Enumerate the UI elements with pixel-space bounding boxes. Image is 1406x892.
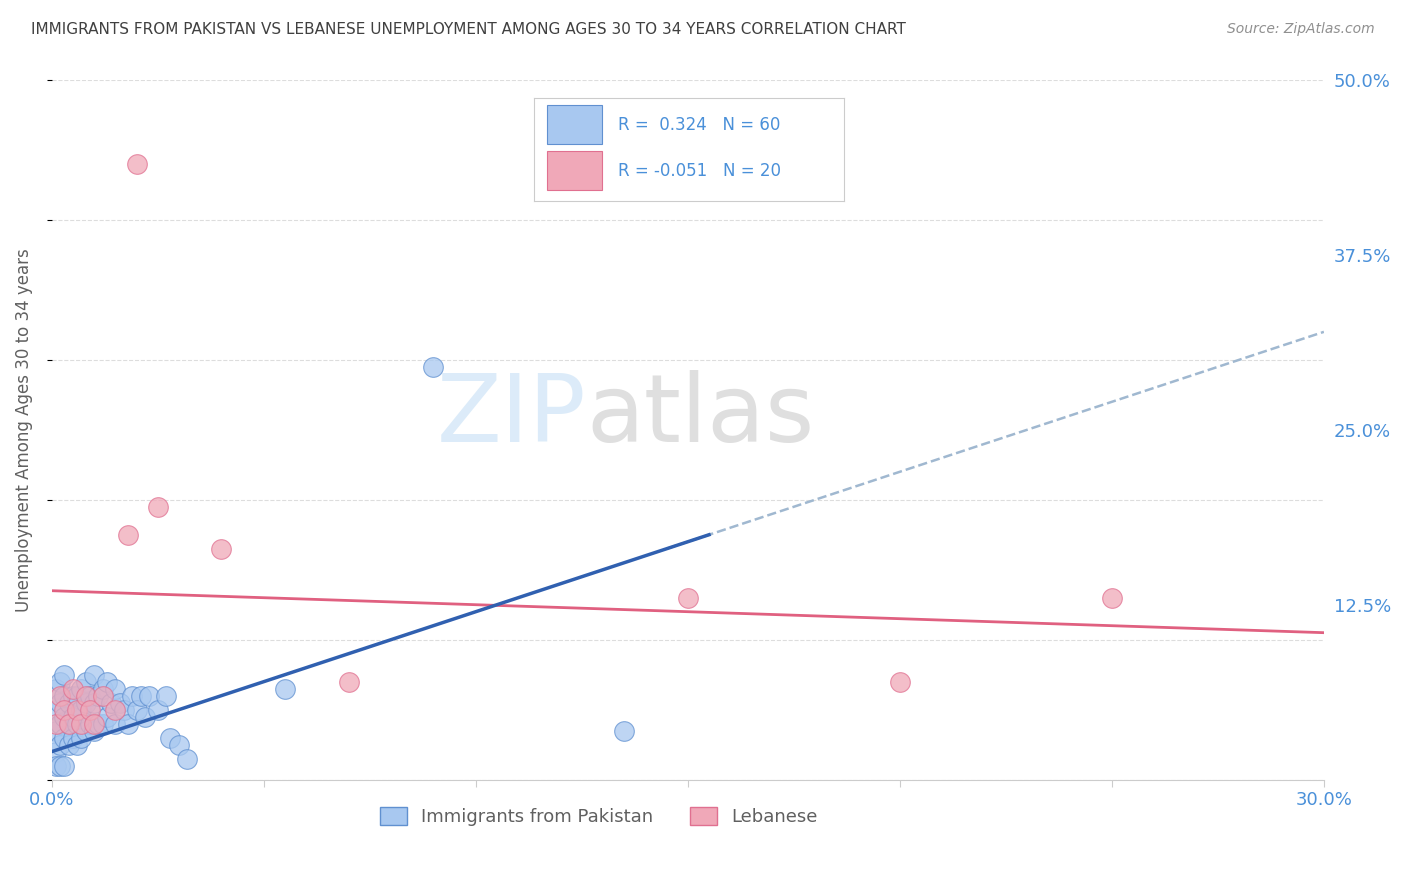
- Point: [49, 738, 72, 752]
- Point: [96, 709, 118, 723]
- Point: [337, 674, 360, 689]
- Point: [66, 703, 89, 717]
- Point: [62, 689, 84, 703]
- Point: [49, 689, 72, 703]
- Y-axis label: Unemployment Among Ages 30 to 34 years: Unemployment Among Ages 30 to 34 years: [15, 248, 32, 612]
- Point: [146, 500, 169, 514]
- Point: [83, 723, 105, 738]
- Point: [75, 696, 97, 710]
- Point: [70, 731, 93, 745]
- Point: [79, 703, 101, 717]
- Point: [613, 723, 636, 738]
- Point: [422, 359, 444, 374]
- Point: [100, 696, 122, 710]
- Point: [79, 689, 101, 703]
- Point: [70, 681, 93, 696]
- Point: [75, 723, 97, 738]
- Point: [91, 689, 114, 703]
- Point: [58, 696, 80, 710]
- Point: [155, 689, 177, 703]
- Point: [66, 689, 89, 703]
- Point: [167, 738, 190, 752]
- Point: [83, 716, 105, 731]
- Point: [53, 758, 76, 772]
- Point: [104, 716, 127, 731]
- Point: [66, 716, 89, 731]
- Point: [889, 674, 911, 689]
- Bar: [547, 152, 602, 190]
- Point: [49, 758, 72, 772]
- Point: [87, 716, 110, 731]
- Point: [121, 689, 143, 703]
- Text: atlas: atlas: [586, 370, 814, 462]
- Point: [83, 667, 105, 681]
- Point: [45, 716, 67, 731]
- Point: [129, 689, 152, 703]
- Point: [45, 681, 67, 696]
- Point: [209, 541, 232, 556]
- Point: [66, 738, 89, 752]
- Text: Source: ZipAtlas.com: Source: ZipAtlas.com: [1227, 22, 1375, 37]
- Point: [49, 696, 72, 710]
- Point: [49, 716, 72, 731]
- Point: [1101, 591, 1123, 605]
- Point: [104, 703, 127, 717]
- Point: [117, 527, 139, 541]
- Point: [53, 731, 76, 745]
- Point: [58, 716, 80, 731]
- Point: [75, 689, 97, 703]
- Point: [91, 681, 114, 696]
- Point: [62, 709, 84, 723]
- Point: [87, 689, 110, 703]
- Text: R = -0.051   N = 20: R = -0.051 N = 20: [617, 162, 780, 180]
- Point: [53, 689, 76, 703]
- Point: [176, 751, 198, 765]
- Legend: Immigrants from Pakistan, Lebanese: Immigrants from Pakistan, Lebanese: [373, 800, 825, 833]
- Point: [125, 157, 148, 171]
- Point: [104, 681, 127, 696]
- Point: [274, 681, 297, 696]
- Point: [62, 731, 84, 745]
- Point: [53, 703, 76, 717]
- Point: [45, 745, 67, 759]
- Point: [58, 738, 80, 752]
- Point: [83, 696, 105, 710]
- Point: [146, 703, 169, 717]
- Point: [45, 703, 67, 717]
- Point: [96, 674, 118, 689]
- Point: [79, 716, 101, 731]
- Point: [53, 709, 76, 723]
- Point: [91, 716, 114, 731]
- Point: [49, 674, 72, 689]
- Point: [117, 716, 139, 731]
- Point: [134, 709, 156, 723]
- Point: [138, 689, 160, 703]
- Text: R =  0.324   N = 60: R = 0.324 N = 60: [617, 116, 780, 134]
- Point: [45, 723, 67, 738]
- Text: IMMIGRANTS FROM PAKISTAN VS LEBANESE UNEMPLOYMENT AMONG AGES 30 TO 34 YEARS CORR: IMMIGRANTS FROM PAKISTAN VS LEBANESE UNE…: [31, 22, 905, 37]
- Point: [53, 667, 76, 681]
- Point: [108, 696, 131, 710]
- Text: ZIP: ZIP: [436, 370, 586, 462]
- Point: [70, 716, 93, 731]
- Point: [125, 703, 148, 717]
- Point: [676, 591, 699, 605]
- Point: [75, 674, 97, 689]
- Point: [62, 681, 84, 696]
- Point: [58, 716, 80, 731]
- Point: [70, 703, 93, 717]
- Bar: [547, 105, 602, 145]
- Point: [45, 758, 67, 772]
- Point: [112, 703, 135, 717]
- Point: [159, 731, 181, 745]
